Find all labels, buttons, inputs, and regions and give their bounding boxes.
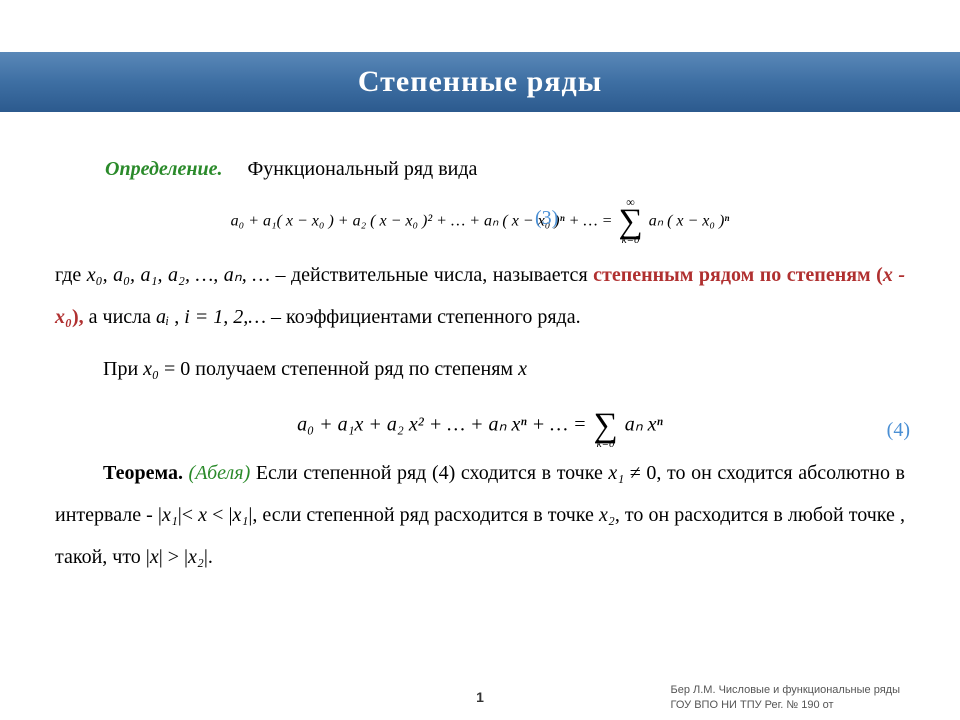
p1-a: где (55, 264, 87, 286)
p2-x0: x₀ (143, 358, 159, 380)
sigma-top: ∞ (626, 196, 635, 208)
p1-e: – коэффициентами степенного ряда. (266, 306, 581, 328)
thm-g: | > | (159, 546, 188, 568)
thm-x2b: x₂ (188, 546, 204, 568)
thm-h: |. (204, 546, 213, 568)
sigma-2: ∑ k=0 (593, 412, 617, 440)
p1-d: , (169, 306, 184, 328)
slide-content: Определение. Функциональный ряд вида a₀ … (55, 150, 905, 588)
sigma-bot-2: k=0 (597, 439, 615, 450)
title-banner: Степенные ряды (0, 52, 960, 112)
eq4-lhs: a₀ + a₁x + a₂ x² + … + aₙ xⁿ + … = (297, 414, 591, 436)
theorem-name: (Абеля) (189, 462, 251, 484)
thm-d: < | (207, 504, 232, 526)
slide-title: Степенные ряды (358, 65, 602, 99)
paragraph-1: где x₀, a₀, a₁, a₂, …, aₙ, … – действите… (55, 254, 905, 338)
p2-x: x (518, 358, 527, 380)
equation-3: a₀ + a₁( x − x₀ ) + a₂ ( x − x₀ )² + … +… (55, 194, 905, 244)
p2-b: = 0 получаем степенной ряд по степеням (159, 358, 518, 380)
footer-line-1: Бер Л.М. Числовые и функциональные ряды (671, 683, 900, 697)
theorem-paragraph: Теорема. (Абеля) Если степенной ряд (4) … (55, 452, 905, 578)
p1-i: i = 1, 2,… (184, 306, 266, 328)
footer-line-2: ГОУ ВПО НИ ТПУ Рег. № 190 от (671, 698, 900, 712)
eq3-rhs: aₙ ( x − x₀ )ⁿ (649, 213, 730, 230)
thm-x2: x₂ (599, 504, 615, 526)
definition-text: Функциональный ряд вида (248, 158, 478, 180)
thm-x1: x₁ (608, 462, 624, 484)
theorem-label: Теорема. (103, 462, 183, 484)
p1-c: а числа (84, 306, 156, 328)
eq3-label: (3) (535, 208, 558, 228)
equation-4: a₀ + a₁x + a₂ x² + … + aₙ xⁿ + … = ∑ k=0… (55, 400, 905, 448)
thm-e: |, если степенной ряд расходится в точке (248, 504, 599, 526)
definition-label: Определение. (105, 158, 223, 180)
eq3-lhs: a₀ + a₁( x − x₀ ) + a₂ ( x − x₀ )² + … +… (231, 213, 617, 230)
eq4-rhs: aₙ xⁿ (625, 414, 663, 436)
p2-a: При (103, 358, 143, 380)
thm-xg: x (150, 546, 159, 568)
eq4-formula: a₀ + a₁x + a₂ x² + … + aₙ xⁿ + … = ∑ k=0… (297, 412, 663, 440)
thm-c: |< (178, 504, 198, 526)
sigma-1: ∞ ∑ k=0 (618, 208, 642, 236)
sigma-symbol-2: ∑ (593, 412, 617, 439)
eq3-formula: a₀ + a₁( x − x₀ ) + a₂ ( x − x₀ )² + … +… (231, 208, 730, 236)
eq4-label: (4) (887, 420, 910, 440)
p1-b: – действительные числа, называется (270, 264, 593, 286)
thm-a: Если степенной ряд (4) сходится в точке (250, 462, 608, 484)
thm-x1c: x₁ (232, 504, 248, 526)
sigma-bot: k=0 (622, 235, 640, 246)
thm-xx: x (198, 504, 207, 526)
paragraph-2: При x₀ = 0 получаем степенной ряд по сте… (55, 348, 905, 390)
thm-x1b: x₁ (162, 504, 178, 526)
p1-vars: x₀, a₀, a₁, a₂, …, aₙ, … (87, 264, 270, 286)
footer: Бер Л.М. Числовые и функциональные ряды … (671, 683, 900, 712)
sigma-symbol: ∑ (618, 208, 642, 235)
definition-line: Определение. Функциональный ряд вида (55, 150, 905, 188)
page-number: 1 (476, 689, 484, 705)
p1-ai: aᵢ (156, 306, 169, 328)
